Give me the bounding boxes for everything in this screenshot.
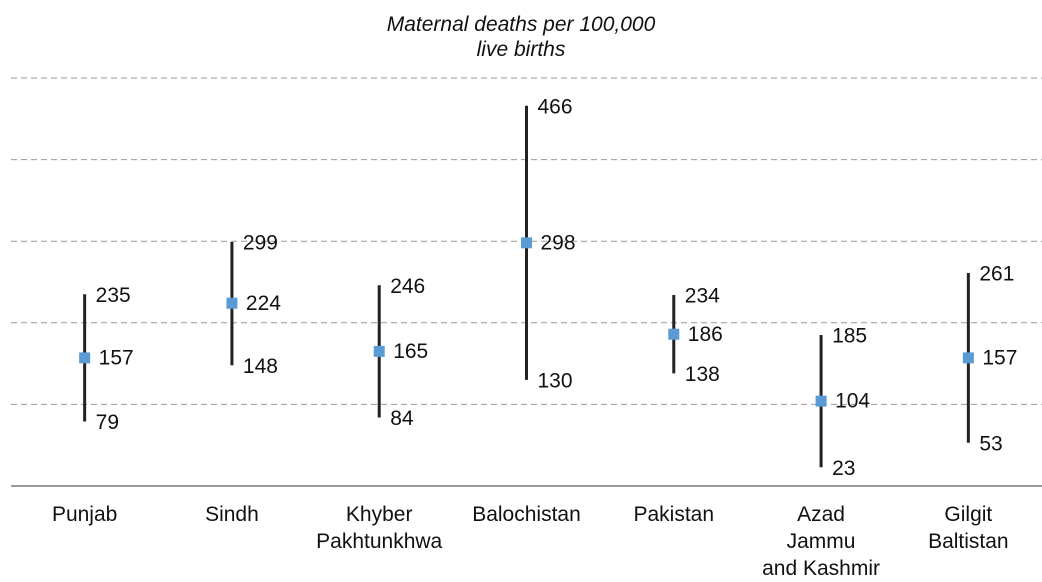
high-label: 246 [390, 275, 425, 298]
value-label: 157 [982, 346, 1017, 369]
value-label: 157 [99, 346, 134, 369]
x-tick-label: Gilgit Baltistan [928, 503, 1009, 553]
high-label: 261 [979, 263, 1014, 286]
x-tick-label: Khyber Pakhtunkhwa [316, 503, 443, 553]
point-estimate [79, 352, 91, 364]
point-estimate [373, 345, 385, 357]
point-estimate [668, 328, 680, 340]
low-label: 79 [96, 411, 119, 434]
high-label: 234 [685, 285, 720, 308]
x-tick-label: Azad Jammu and Kashmir [762, 503, 880, 580]
low-label: 138 [685, 363, 720, 386]
high-label: 299 [243, 232, 278, 255]
low-label: 148 [243, 355, 278, 378]
point-estimate [226, 297, 238, 309]
value-label: 224 [246, 292, 281, 315]
x-tick-label: Balochistan [472, 503, 581, 526]
low-label: 23 [832, 457, 855, 480]
high-label: 235 [96, 284, 131, 307]
low-label: 53 [979, 432, 1002, 455]
low-label: 84 [390, 407, 414, 430]
value-label: 298 [541, 231, 576, 254]
x-tick-label: Pakistan [633, 503, 715, 526]
low-label: 130 [538, 369, 573, 392]
high-label: 185 [832, 325, 867, 348]
value-label: 186 [688, 323, 723, 346]
point-estimate [521, 237, 532, 249]
value-label: 165 [393, 340, 428, 363]
high-label: 466 [538, 95, 573, 118]
x-tick-label: Punjab [51, 503, 118, 526]
point-estimate [962, 352, 974, 364]
value-label: 104 [835, 390, 870, 413]
chart-title: Maternal deaths per 100,000 live births [386, 13, 656, 61]
point-estimate [815, 395, 827, 407]
x-tick-label: Sindh [205, 503, 259, 526]
